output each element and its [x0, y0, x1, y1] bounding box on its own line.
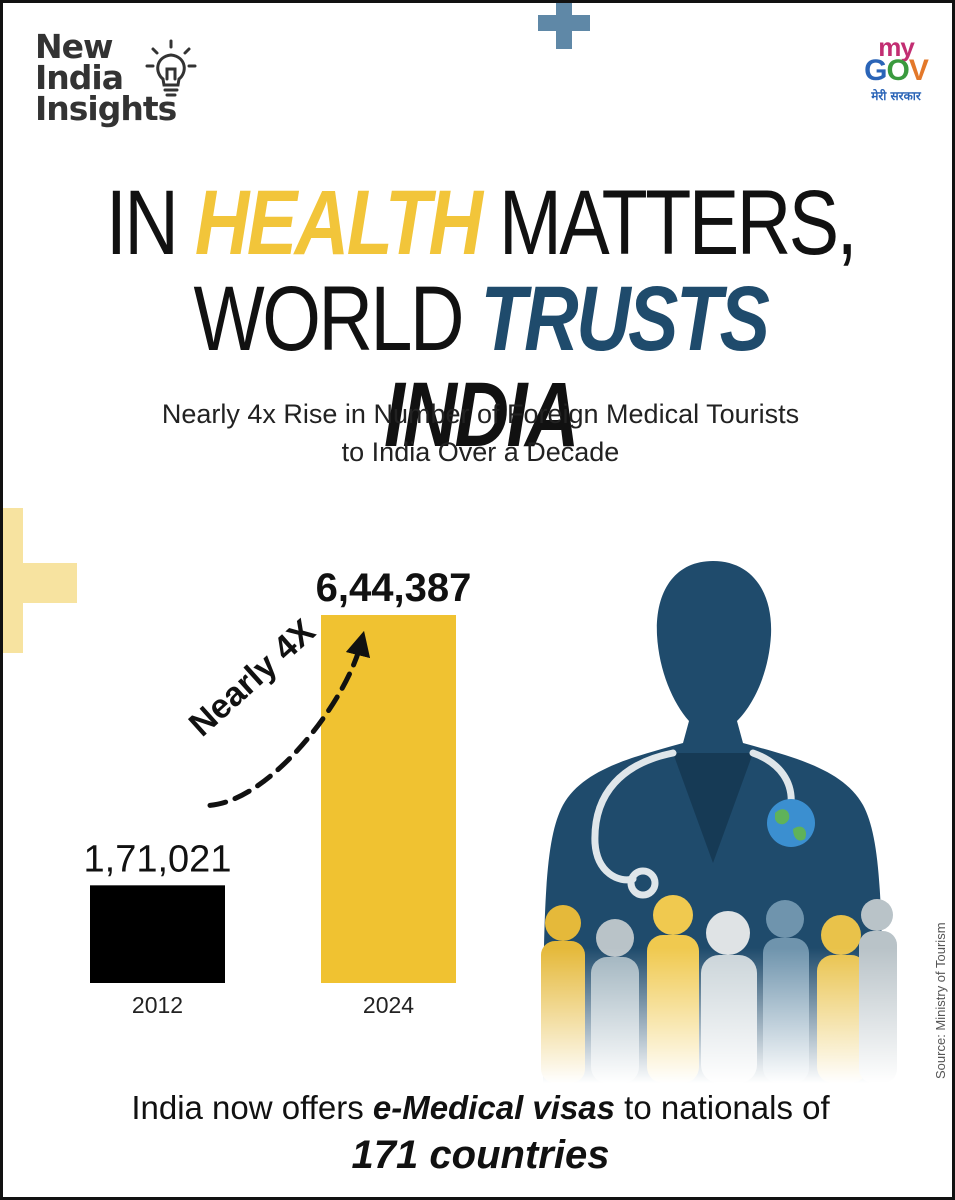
- subtitle-line-2: to India Over a Decade: [341, 437, 620, 467]
- headline: IN HEALTH MATTERS, WORLD TRUSTS INDIA: [3, 175, 952, 463]
- mygov-tagline: मेरी सरकार: [871, 89, 921, 103]
- gov-o: O: [886, 54, 909, 87]
- subtitle: Nearly 4x Rise in Number of Foreign Medi…: [3, 395, 952, 471]
- headline-word-india: INDIA: [383, 364, 580, 466]
- doctor-illustration: [523, 543, 903, 1083]
- tick-label-2024: 2024: [363, 992, 414, 1018]
- plus-decoration: [538, 3, 590, 49]
- bar-chart: 1,71,021 2012 6,44,387 2024 Nearly 4X: [84, 566, 472, 1018]
- headline-word-health: HEALTH: [194, 172, 483, 274]
- headline-word-world: WORLD: [193, 268, 464, 370]
- plus-decoration: [3, 508, 77, 653]
- mygov-gov: GOV: [841, 54, 951, 87]
- value-label-2012: 1,71,021: [84, 838, 232, 880]
- headline-line-2: WORLD TRUSTS INDIA: [89, 271, 872, 463]
- headline-word-trusts: TRUSTS: [480, 268, 770, 370]
- headline-word-in: IN: [105, 172, 179, 274]
- gov-g: G: [864, 54, 887, 87]
- subtitle-line-1: Nearly 4x Rise in Number of Foreign Medi…: [161, 399, 800, 429]
- mygov-logo: my GOV मेरी सरकार: [841, 32, 951, 117]
- mygov-my: my: [878, 32, 915, 62]
- headline-word-matters: MATTERS,: [498, 172, 858, 274]
- new-india-insights-logo: New India Insights: [35, 27, 225, 141]
- footer-emphasis: e-Medical visas: [372, 1089, 616, 1126]
- footer-note: India now offers e-Medical visas to nati…: [3, 1086, 952, 1180]
- brand-line-3: Insights: [35, 89, 177, 128]
- footer-line-1: India now offers e-Medical visas to nati…: [3, 1086, 952, 1130]
- gov-v: V: [908, 54, 929, 87]
- headline-line-1: IN HEALTH MATTERS,: [89, 175, 872, 271]
- bar-2024: [321, 615, 456, 983]
- annotation-nearly-4x: Nearly 4X: [182, 612, 323, 744]
- footer-pre: India now offers: [131, 1089, 373, 1126]
- growth-arrow: [207, 630, 371, 808]
- footer-line-2: 171 countries: [351, 1133, 610, 1177]
- bar-2012: [90, 885, 225, 983]
- lightbulb-icon: [145, 39, 197, 97]
- tick-label-2012: 2012: [132, 992, 183, 1018]
- footer-post: to nationals of: [615, 1089, 830, 1126]
- brand-line-1: New: [35, 27, 114, 66]
- brand-line-2: India: [35, 58, 124, 97]
- value-label-2024: 6,44,387: [316, 566, 472, 610]
- source-note: Source: Ministry of Tourism: [933, 922, 948, 1079]
